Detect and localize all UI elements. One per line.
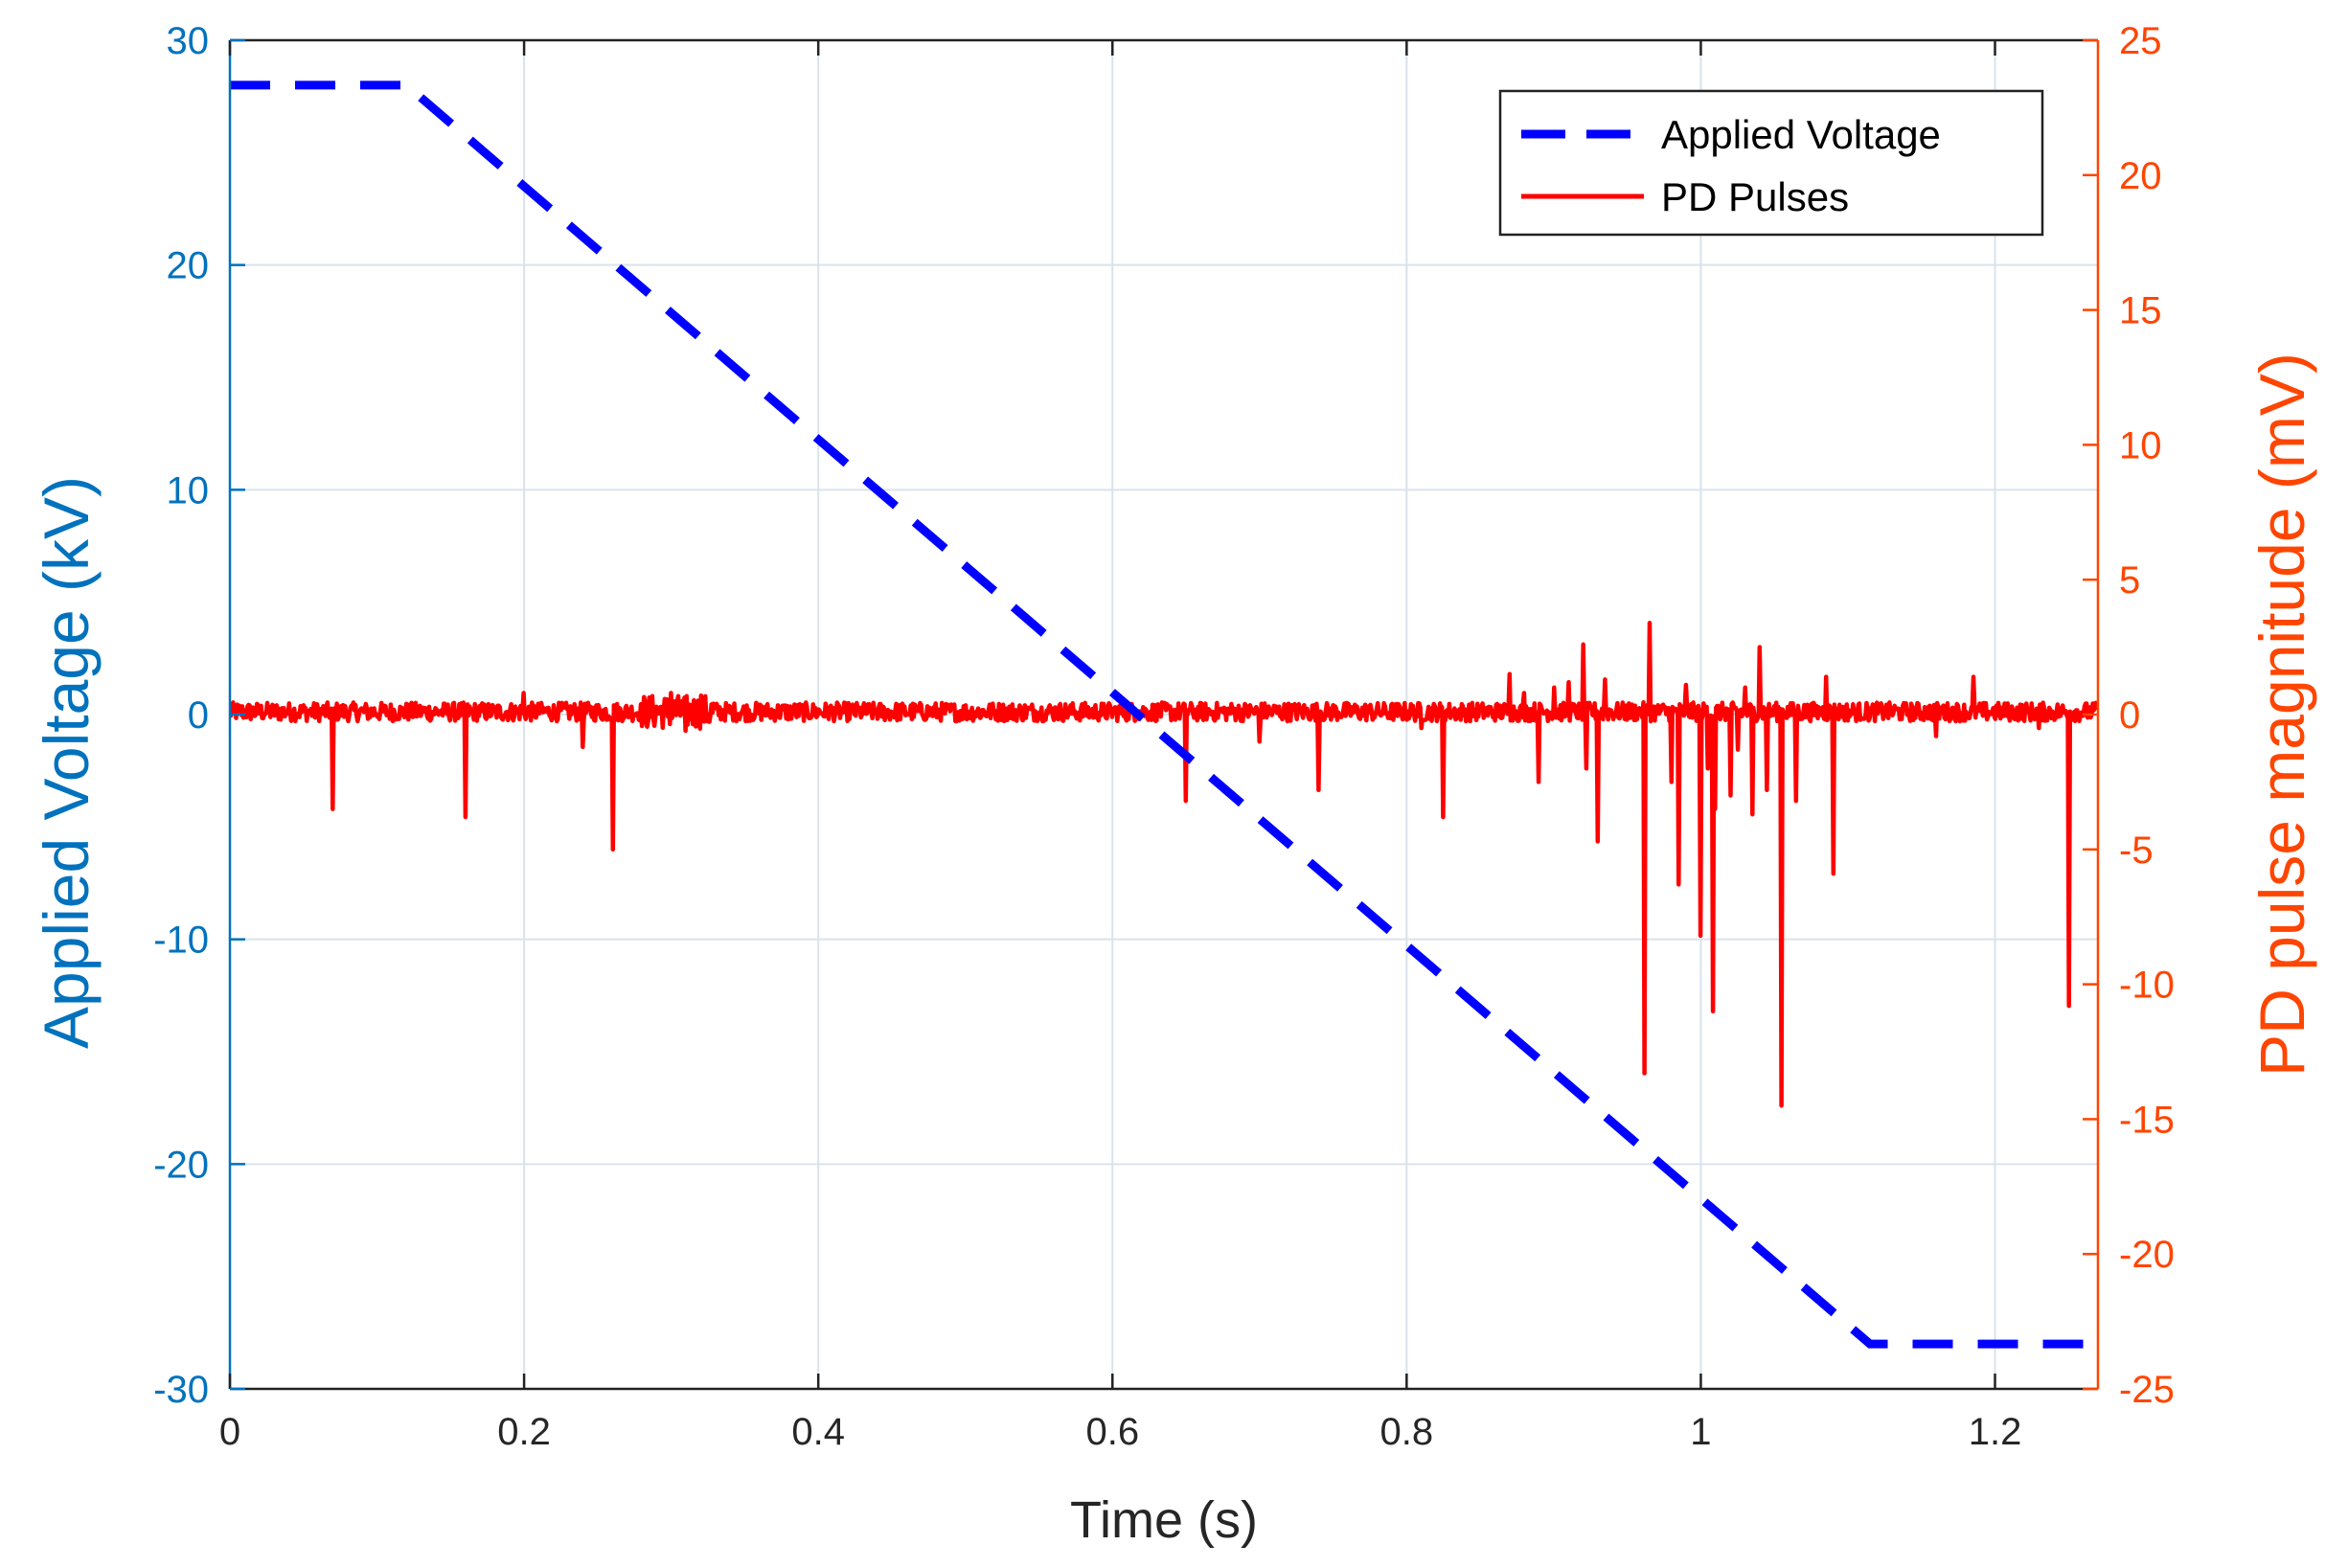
right-y-tick-label: -15 (2119, 1099, 2175, 1141)
x-tick-label: 0.2 (497, 1411, 551, 1453)
right-y-tick-label: 15 (2119, 290, 2162, 332)
left-y-tick-label: 10 (167, 469, 210, 511)
x-tick-label: 0 (219, 1411, 240, 1453)
right-y-tick-label: -25 (2119, 1369, 2175, 1411)
plot-area (230, 80, 2098, 1349)
left-y-axis-title: Applied Voltage (kV) (31, 476, 102, 1049)
pd-pulses-line (230, 621, 2098, 1108)
right-y-tick-label: 5 (2119, 559, 2140, 602)
right-y-tick-label: -5 (2119, 829, 2154, 872)
x-tick-label: 1 (1690, 1411, 1711, 1453)
right-y-tick-label: -20 (2119, 1234, 2175, 1276)
right-y-tick-label: 20 (2119, 155, 2162, 197)
axes: 0 0.2 0.4 0.6 0.8 1 1.2 30 20 10 0 -10 -20 -30 25 20 15 1… (31, 20, 2317, 1549)
right-y-axis-title: PD pulse magnitude (mV) (2246, 352, 2317, 1077)
x-tick-label: 0.8 (1380, 1411, 1434, 1453)
left-y-tick-label: 0 (188, 694, 209, 737)
right-y-tick-label: 25 (2119, 20, 2162, 62)
x-axis-title: Time (s) (1070, 1491, 1258, 1549)
left-y-tick-label: 30 (167, 20, 210, 62)
legend-label-pd-pulses: PD Pulses (1661, 174, 1849, 219)
x-tick-label: 0.4 (791, 1411, 845, 1453)
left-y-tick-label: -10 (153, 920, 209, 962)
left-y-tick-label: 20 (167, 245, 210, 287)
x-tick-label: 1.2 (1969, 1411, 2022, 1453)
legend-label-applied-voltage: Applied Voltage (1661, 112, 1941, 157)
left-y-tick-label: -20 (153, 1144, 209, 1186)
applied-voltage-line (230, 80, 2098, 1349)
right-y-tick-label: -10 (2119, 965, 2175, 1007)
x-tick-label: 0.6 (1085, 1411, 1139, 1453)
right-y-tick-label: 0 (2119, 694, 2140, 737)
left-y-tick-label: -30 (153, 1369, 209, 1411)
right-y-tick-label: 10 (2119, 424, 2162, 466)
legend-box (1498, 89, 2044, 237)
legend: Applied Voltage PD Pulses (1498, 89, 2044, 237)
